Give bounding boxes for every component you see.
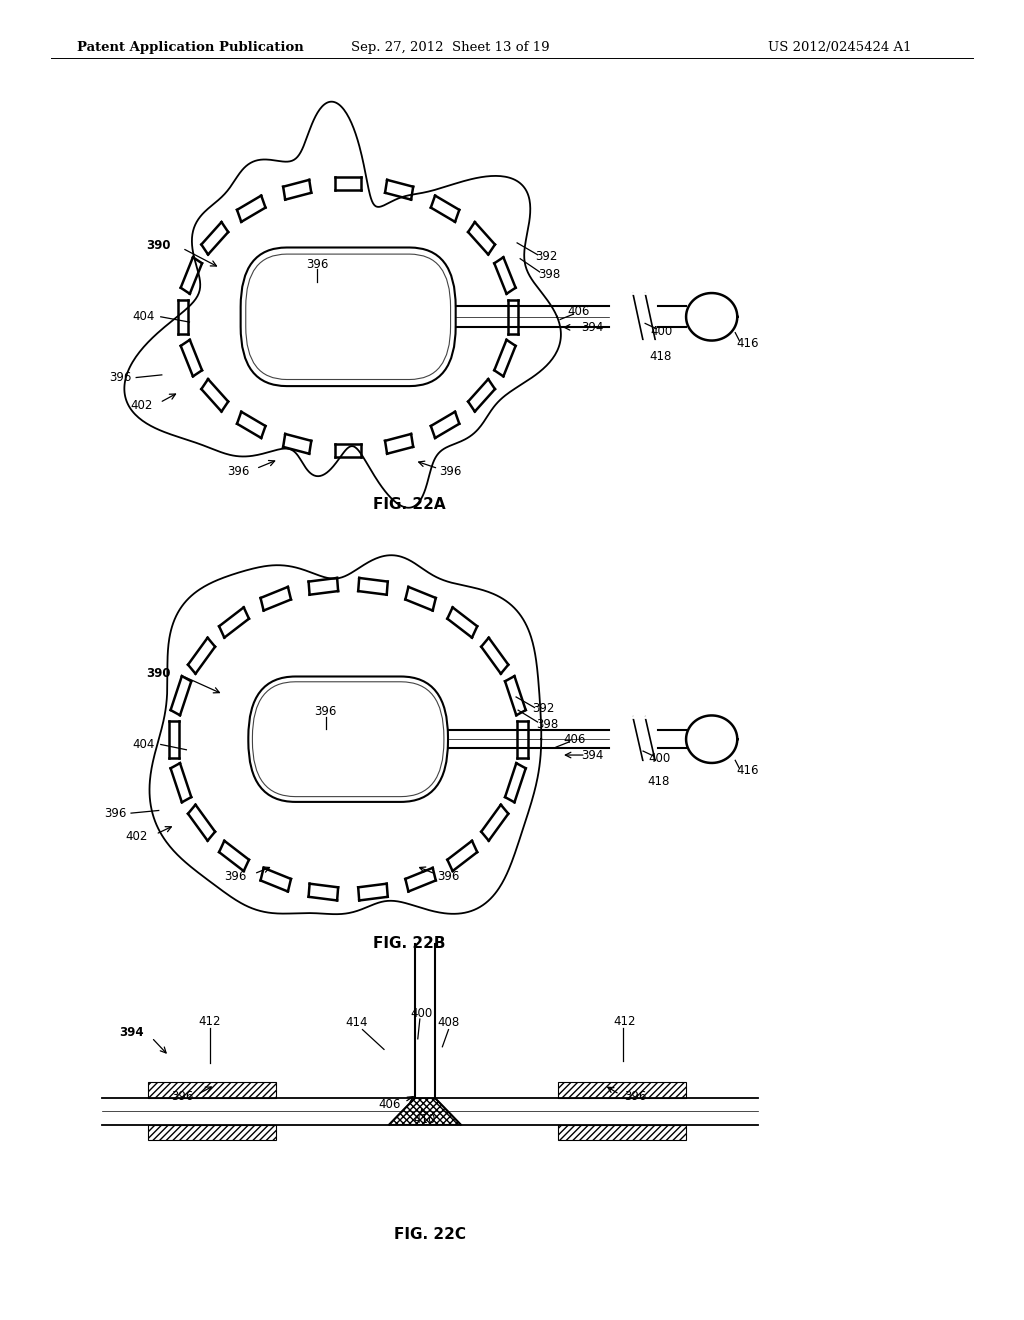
- Text: 396: 396: [437, 870, 460, 883]
- Text: 394: 394: [119, 1026, 143, 1039]
- Text: 404: 404: [132, 310, 155, 323]
- Text: 394: 394: [581, 321, 603, 334]
- Text: 392: 392: [532, 702, 555, 715]
- Text: 404: 404: [132, 738, 155, 751]
- Bar: [148, 1125, 276, 1140]
- Text: 402: 402: [125, 830, 147, 843]
- Text: 398: 398: [538, 268, 560, 281]
- Text: FIG. 22C: FIG. 22C: [394, 1226, 466, 1242]
- Text: 400: 400: [650, 325, 673, 338]
- Text: FIG. 22B: FIG. 22B: [374, 936, 445, 952]
- Text: 408: 408: [437, 1016, 460, 1030]
- Text: 390: 390: [146, 667, 171, 680]
- Text: US 2012/0245424 A1: US 2012/0245424 A1: [768, 41, 911, 54]
- Text: Patent Application Publication: Patent Application Publication: [77, 41, 303, 54]
- Text: 396: 396: [171, 1090, 194, 1104]
- Text: 398: 398: [536, 718, 558, 731]
- Text: 394: 394: [581, 748, 603, 762]
- Text: FIG. 22A: FIG. 22A: [374, 496, 445, 512]
- Text: 390: 390: [146, 239, 171, 252]
- Text: 406: 406: [378, 1098, 400, 1111]
- Text: 416: 416: [736, 764, 759, 777]
- Text: 396: 396: [224, 870, 247, 883]
- Bar: [558, 1082, 686, 1098]
- Text: 406: 406: [567, 305, 590, 318]
- Text: 396: 396: [306, 257, 329, 271]
- Text: 406: 406: [563, 733, 586, 746]
- Text: 412: 412: [613, 1015, 636, 1028]
- Text: 396: 396: [439, 465, 462, 478]
- Text: 400: 400: [411, 1007, 433, 1020]
- Bar: [558, 1125, 686, 1140]
- Text: 396: 396: [624, 1090, 646, 1104]
- Text: Sep. 27, 2012  Sheet 13 of 19: Sep. 27, 2012 Sheet 13 of 19: [351, 41, 550, 54]
- Text: 418: 418: [649, 350, 672, 363]
- Text: 396: 396: [314, 705, 337, 718]
- Text: 392: 392: [536, 249, 558, 263]
- Text: 396: 396: [110, 371, 132, 384]
- Text: 416: 416: [736, 337, 759, 350]
- Text: 396: 396: [104, 807, 127, 820]
- Text: 412: 412: [199, 1015, 221, 1028]
- Text: 396: 396: [227, 465, 250, 478]
- Text: 418: 418: [647, 775, 670, 788]
- Text: 400: 400: [648, 752, 671, 766]
- Text: 414: 414: [345, 1016, 368, 1030]
- Bar: [148, 1082, 276, 1098]
- Text: 402: 402: [130, 399, 153, 412]
- Text: 410: 410: [414, 1113, 436, 1126]
